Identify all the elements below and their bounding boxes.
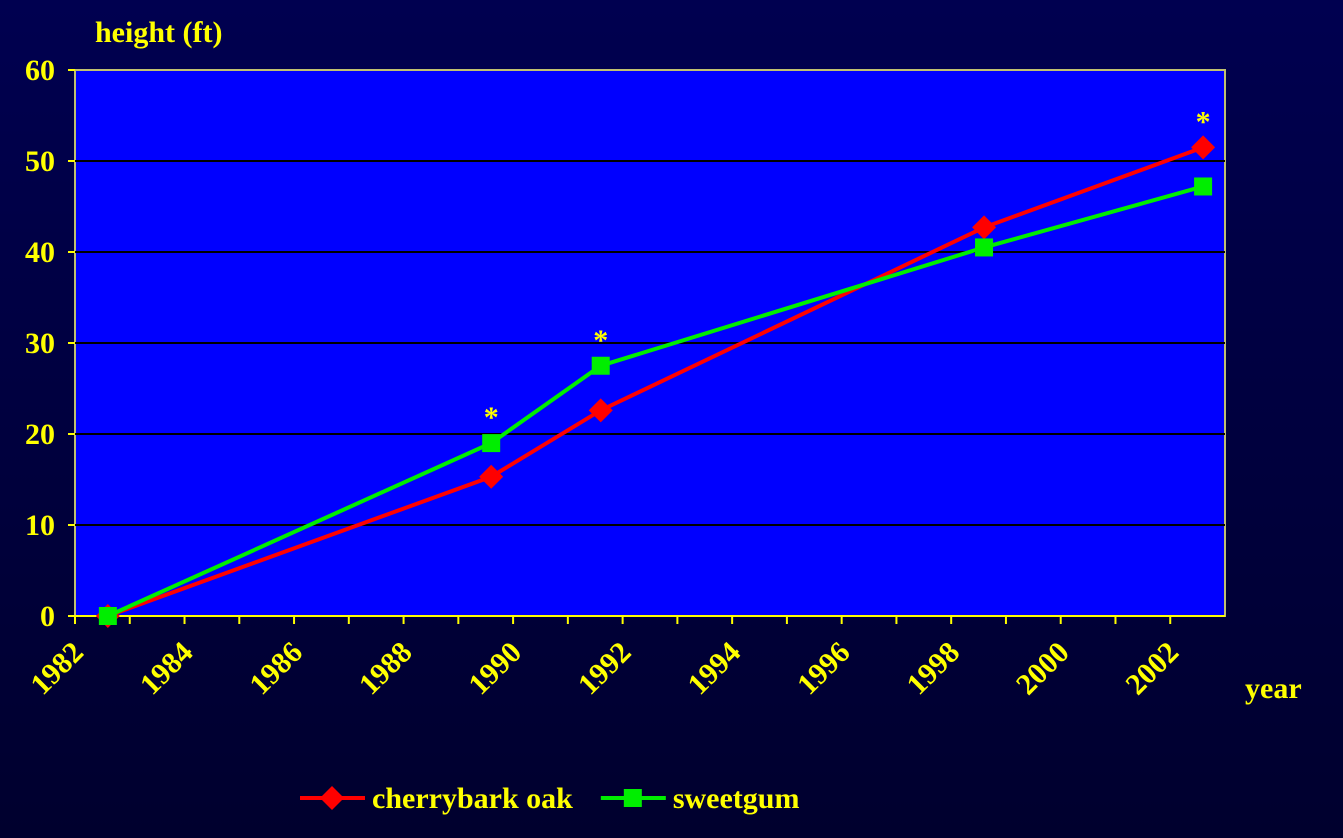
y-tick-label: 20 [25, 418, 55, 451]
legend-label: cherrybark oak [372, 782, 573, 815]
x-axis-label: year [1245, 672, 1302, 705]
y-tick-label: 40 [25, 236, 55, 269]
data-point [1194, 177, 1213, 196]
y-tick-label: 50 [25, 145, 55, 178]
data-point [972, 215, 997, 240]
data-point [98, 607, 117, 625]
annotation: * [1196, 105, 1211, 138]
data-point [1191, 135, 1216, 160]
y-tick-label: 60 [25, 54, 55, 87]
y-tick-label: 10 [25, 509, 55, 542]
data-point [588, 398, 613, 423]
legend-marker [623, 789, 642, 807]
y-tick-label: 0 [40, 600, 55, 633]
annotation: * [593, 324, 608, 357]
data-point [591, 356, 610, 375]
legend-marker [320, 786, 344, 810]
data-point [479, 464, 504, 489]
annotation: * [484, 401, 499, 434]
data-point [975, 238, 994, 257]
data-point [482, 434, 501, 453]
legend: cherrybark oak sweetgum [300, 782, 799, 815]
legend-label: sweetgum [673, 782, 800, 815]
y-tick-label: 30 [25, 327, 55, 360]
y-axis-label: height (ft) [95, 16, 222, 49]
